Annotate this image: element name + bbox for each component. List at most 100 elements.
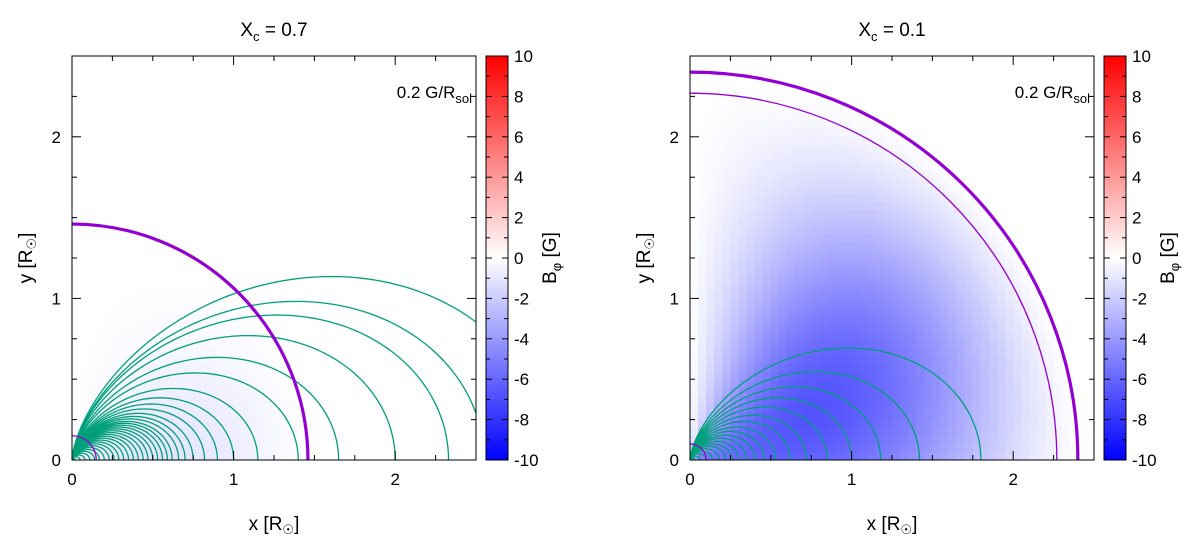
heatmap-cell	[972, 249, 982, 259]
heatmap-cell	[1053, 354, 1063, 364]
heatmap-cell	[786, 379, 796, 388]
heatmap-cell	[746, 185, 756, 194]
heatmap-cell	[932, 314, 942, 324]
heatmap-cell	[1005, 241, 1014, 251]
heatmap-cell	[916, 233, 925, 243]
heatmap-cell	[217, 322, 227, 332]
heatmap-cell	[233, 330, 243, 340]
heatmap-cell	[762, 152, 772, 162]
heatmap-cell	[120, 451, 130, 460]
heatmap-cell	[932, 241, 942, 251]
heatmap-cell	[714, 120, 723, 130]
heatmap-cell	[1037, 419, 1047, 429]
heatmap-cell	[883, 371, 893, 380]
heatmap-cell	[956, 266, 966, 275]
heatmap-cell	[859, 209, 869, 219]
heatmap-cell	[948, 282, 958, 291]
heatmap-cell	[867, 209, 877, 219]
heatmap-cell	[754, 322, 764, 332]
colorbar-tick-label: 8	[1132, 87, 1141, 106]
heatmap-cell	[209, 443, 219, 453]
heatmap-cell	[883, 363, 893, 372]
heatmap-cell	[819, 346, 828, 356]
heatmap-cell	[714, 363, 723, 372]
heatmap-cell	[956, 193, 966, 203]
heatmap-cell	[972, 443, 982, 453]
heatmap-cell	[859, 451, 869, 460]
heatmap-cell	[185, 346, 194, 356]
heatmap-cell	[722, 363, 731, 372]
heatmap-cell	[722, 152, 731, 162]
heatmap-cell	[972, 298, 982, 308]
heatmap-cell	[722, 136, 731, 146]
heatmap-cell	[956, 451, 966, 460]
heatmap-cell	[193, 435, 202, 445]
heatmap-cell	[811, 152, 820, 162]
heatmap-cell	[754, 290, 764, 299]
heatmap-cell	[770, 96, 780, 106]
heatmap-cell	[892, 136, 901, 146]
heatmap-cell	[851, 120, 861, 130]
heatmap-cell	[714, 161, 723, 170]
heatmap-cell	[1005, 443, 1014, 453]
heatmap-cell	[811, 298, 820, 308]
heatmap-cell	[819, 419, 828, 429]
heatmap-cell	[956, 354, 966, 364]
colorbar-label-0: Bφ [G]	[540, 232, 564, 284]
heatmap-cell	[867, 387, 877, 396]
heatmap-cell	[730, 282, 740, 291]
heatmap-cell	[274, 419, 283, 429]
heatmap-cell	[217, 411, 227, 421]
heatmap-cell	[160, 379, 170, 388]
heatmap-cell	[867, 322, 877, 332]
heatmap-cell	[867, 346, 877, 356]
heatmap-cell	[778, 128, 788, 138]
heatmap-cell	[730, 411, 740, 421]
heatmap-cell	[940, 266, 950, 275]
heatmap-cell	[730, 419, 740, 429]
heatmap-cell	[988, 290, 998, 299]
heatmap-cell	[698, 354, 707, 364]
heatmap-cell	[786, 241, 796, 251]
heatmap-cell	[754, 249, 764, 259]
heatmap-cell	[803, 217, 812, 227]
heatmap-cell	[948, 266, 958, 275]
heatmap-cell	[988, 403, 998, 413]
heatmap-cell	[932, 338, 942, 348]
heatmap-cell	[859, 346, 869, 356]
heatmap-cell	[193, 411, 202, 421]
heatmap-cell	[803, 185, 812, 194]
heatmap-cell	[827, 290, 837, 299]
heatmap-cell	[795, 185, 804, 194]
heatmap-cell	[867, 451, 877, 460]
heatmap-cell	[690, 266, 699, 275]
heatmap-cell	[786, 258, 796, 267]
heatmap-cell	[827, 112, 837, 122]
heatmap-cell	[819, 233, 828, 243]
heatmap-cell	[177, 322, 186, 332]
heatmap-cell	[96, 451, 105, 460]
heatmap-cell	[104, 371, 113, 380]
heatmap-cell	[811, 185, 820, 194]
heatmap-cell	[730, 161, 740, 170]
heatmap-cell	[883, 403, 893, 413]
heatmap-cell	[835, 371, 845, 380]
heatmap-cell	[1037, 379, 1047, 388]
heatmap-cell	[88, 395, 97, 405]
heatmap-cell	[104, 322, 113, 332]
heatmap-cell	[698, 346, 707, 356]
heatmap-cell	[883, 387, 893, 396]
heatmap-cell	[972, 451, 982, 460]
heatmap-cell	[883, 144, 893, 154]
heatmap-cell	[786, 346, 796, 356]
heatmap-cell	[1053, 443, 1063, 453]
heatmap-cell	[892, 403, 901, 413]
heatmap-cell	[706, 177, 715, 186]
heatmap-cell	[811, 274, 820, 283]
heatmap-cell	[144, 379, 154, 388]
heatmap-cell	[698, 120, 707, 130]
heatmap-cell	[859, 419, 869, 429]
heatmap-cell	[883, 266, 893, 275]
heatmap-cell	[835, 427, 845, 437]
heatmap-cell	[177, 338, 186, 348]
